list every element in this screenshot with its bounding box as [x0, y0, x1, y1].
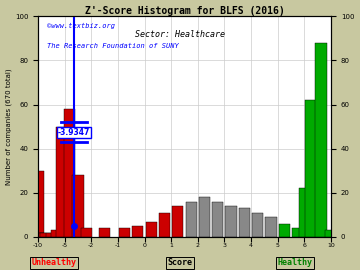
Bar: [212, 202, 223, 237]
Bar: [132, 226, 144, 237]
Bar: [225, 206, 237, 237]
Bar: [305, 100, 316, 237]
Bar: [32, 171, 44, 237]
Bar: [40, 232, 51, 237]
Y-axis label: Number of companies (670 total): Number of companies (670 total): [5, 68, 12, 185]
Text: ©www.textbiz.org: ©www.textbiz.org: [47, 23, 115, 29]
Bar: [63, 109, 75, 237]
Title: Z'-Score Histogram for BLFS (2016): Z'-Score Histogram for BLFS (2016): [85, 6, 284, 16]
Bar: [325, 230, 337, 237]
Bar: [265, 217, 276, 237]
Bar: [172, 206, 184, 237]
Bar: [46, 232, 57, 237]
Text: Healthy: Healthy: [278, 258, 313, 267]
Text: Sector: Healthcare: Sector: Healthcare: [135, 30, 225, 39]
Bar: [145, 222, 157, 237]
Bar: [159, 213, 170, 237]
Bar: [119, 228, 130, 237]
Bar: [72, 175, 84, 237]
Text: Unhealthy: Unhealthy: [32, 258, 76, 267]
Text: Score: Score: [167, 258, 193, 267]
Text: -3.9347: -3.9347: [58, 128, 90, 137]
Bar: [57, 127, 68, 237]
Bar: [32, 232, 44, 237]
Text: The Research Foundation of SUNY: The Research Foundation of SUNY: [47, 43, 179, 49]
Bar: [299, 188, 310, 237]
Bar: [99, 228, 110, 237]
Bar: [239, 208, 250, 237]
Bar: [199, 197, 210, 237]
Bar: [35, 232, 46, 237]
Bar: [51, 230, 62, 237]
Bar: [81, 228, 93, 237]
Bar: [185, 202, 197, 237]
Bar: [252, 213, 263, 237]
Bar: [279, 224, 290, 237]
Bar: [315, 43, 327, 237]
Bar: [292, 228, 303, 237]
